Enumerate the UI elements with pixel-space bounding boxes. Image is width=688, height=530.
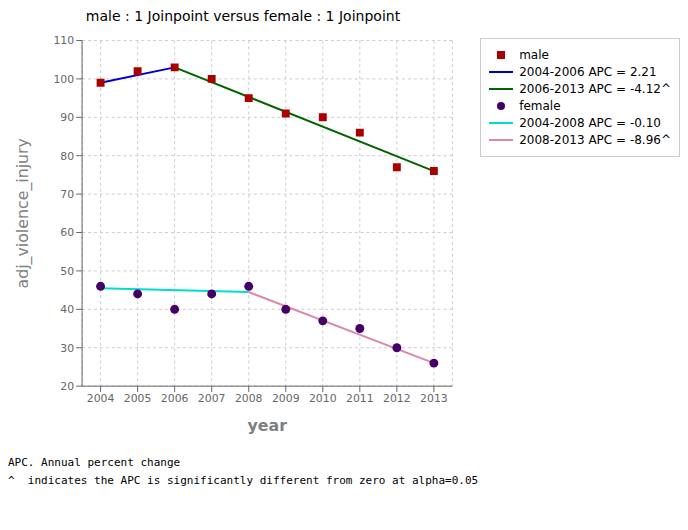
svg-text:adj_violence_injury: adj_violence_injury [13, 138, 33, 288]
svg-text:year: year [248, 416, 288, 435]
svg-text:2012: 2012 [383, 392, 411, 405]
html-text:male : 1 Joinpoint versus fema: male : 1 Joinpoint versus female : 1 Joi… [85, 8, 401, 24]
svg-text:2007: 2007 [198, 392, 226, 405]
svg-text:2005: 2005 [124, 392, 152, 405]
svg-text:90: 90 [60, 111, 74, 124]
svg-text:2009: 2009 [272, 392, 300, 405]
html-text:2004-2006 APC = 2.21: 2004-2006 APC = 2.21 [519, 65, 657, 79]
html-text:^ indicates the APC is signifi: ^ indicates the APC is significantly dif… [8, 474, 479, 487]
svg-text:30: 30 [60, 342, 74, 355]
html-text:APC. Annual percent change: APC. Annual percent change [8, 456, 181, 469]
svg-text:2013: 2013 [420, 392, 448, 405]
svg-text:60: 60 [60, 226, 74, 239]
html-text:female: female [519, 99, 561, 113]
svg-text:80: 80 [60, 150, 74, 163]
html-text:2008-2013 APC = -8.96^: 2008-2013 APC = -8.96^ [519, 133, 671, 147]
svg-text:2006: 2006 [161, 392, 189, 405]
svg-text:2011: 2011 [346, 392, 374, 405]
svg-text:20: 20 [60, 380, 74, 393]
html-text:2006-2013 APC = -4.12^: 2006-2013 APC = -4.12^ [519, 82, 671, 96]
svg-text:40: 40 [60, 303, 74, 316]
svg-text:2008: 2008 [235, 392, 263, 405]
svg-text:50: 50 [60, 265, 74, 278]
svg-text:2004: 2004 [87, 392, 115, 405]
svg-text:2010: 2010 [309, 392, 337, 405]
svg-text:70: 70 [60, 188, 74, 201]
svg-text:110: 110 [53, 34, 74, 47]
svg-text:100: 100 [53, 73, 74, 86]
html-text:male: male [519, 48, 549, 62]
html-text:2004-2008 APC = -0.10: 2004-2008 APC = -0.10 [519, 116, 661, 130]
